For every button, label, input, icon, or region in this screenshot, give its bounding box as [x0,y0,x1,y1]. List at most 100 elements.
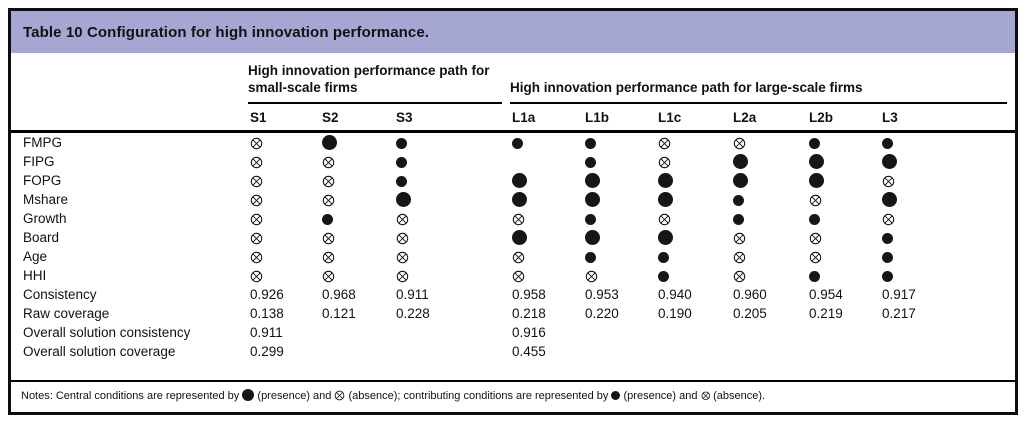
value-cell: 0.911 [396,287,429,302]
column-header-row: S1 S2 S3 L1a L1b L1c L2a L2b L3 [11,104,1015,133]
symbol-cell [807,132,880,153]
condition-row-fopg: FOPG [11,171,1015,190]
symbol-cell [583,152,656,171]
central-presence-icon [658,173,673,188]
value-cell [583,323,656,342]
contributing-absence-icon [512,251,525,264]
contributing-absence-icon [733,270,746,283]
group-header-large-scale: High innovation performance path for lar… [510,59,1015,104]
value-cell: 0.953 [585,287,619,302]
value-cell: 0.954 [809,287,843,302]
group-header-large-scale-label: High innovation performance path for lar… [510,80,863,96]
contributing-absence-icon [396,213,409,226]
symbol-cell [248,228,320,247]
column-header-l1b: L1b [583,104,656,133]
value-cell [656,342,731,361]
row-label: Overall solution consistency [23,325,191,340]
symbol-cell [807,266,880,285]
symbol-cell [656,247,731,266]
title-band: Table 10 Configuration for high innovati… [11,11,1015,53]
value-cell: 0.299 [250,344,284,359]
value-cell [320,342,394,361]
contributing-presence-icon [882,138,893,149]
symbol-cell [248,152,320,171]
symbol-cell [248,266,320,285]
value-cell [880,342,1015,361]
value-cell: 0.917 [882,287,916,302]
central-presence-icon [512,192,527,207]
symbol-cell [656,228,731,247]
symbol-cell [510,228,583,247]
contributing-absence-icon [322,270,335,283]
contributing-absence-icon [250,251,263,264]
contributing-presence-icon [733,214,744,225]
value-cell: 0.455 [512,344,546,359]
contributing-absence-icon [701,391,711,401]
symbol-cell [583,266,656,285]
contributing-presence-icon [658,252,669,263]
symbol-cell [731,247,807,266]
value-cell: 0.960 [733,287,767,302]
symbol-cell [807,190,880,209]
central-presence-icon [585,173,600,188]
symbol-cell [248,247,320,266]
notes-text: (presence) and [620,389,701,402]
symbol-cell [731,152,807,171]
metric-row: Consistency 0.926 0.968 0.911 0.958 0.953 0.94… [11,285,1015,304]
symbol-cell [880,171,1015,190]
contributing-absence-icon [250,213,263,226]
contributing-absence-icon [658,137,671,150]
central-presence-icon [242,388,255,401]
contributing-presence-icon [585,214,596,225]
symbol-cell [248,171,320,190]
notes-text: (presence) and [254,389,335,402]
value-cell: 0.138 [250,306,284,321]
column-header-s3: S3 [394,104,510,133]
value-cell: 0.121 [322,306,356,321]
contributing-absence-icon [396,270,409,283]
contributing-presence-icon [396,157,407,168]
symbol-cell [880,152,1015,171]
central-presence-icon [585,192,600,207]
contributing-absence-icon [733,137,746,150]
contributing-absence-icon [585,270,598,283]
central-presence-icon [733,173,748,188]
contributing-absence-icon [396,232,409,245]
value-cell: 0.219 [809,306,843,321]
value-cell [394,323,510,342]
symbol-cell [320,209,394,228]
central-presence-icon [882,192,897,207]
symbol-cell [394,171,510,190]
symbol-cell [656,209,731,228]
symbol-cell [656,190,731,209]
contributing-presence-icon [585,252,596,263]
contributing-presence-icon [809,138,820,149]
symbol-cell [807,247,880,266]
symbol-cell [320,247,394,266]
notes: Notes: Central conditions are represente… [11,379,1015,412]
value-cell [583,342,656,361]
row-label: Board [23,230,60,245]
contributing-absence-icon [658,213,671,226]
contributing-presence-icon [882,233,893,244]
symbol-cell [510,209,583,228]
symbol-cell [394,152,510,171]
symbol-cell [583,132,656,153]
contributing-presence-icon [809,271,820,282]
notes-text: (absence). [710,389,766,402]
value-cell: 0.190 [658,306,692,321]
symbol-cell [583,209,656,228]
column-header-l2b: L2b [807,104,880,133]
contributing-absence-icon [658,156,671,169]
row-label: Growth [23,211,67,226]
contributing-presence-icon [809,214,820,225]
value-cell [731,342,807,361]
value-cell [807,323,880,342]
paper-table-frame: Table 10 Configuration for high innovati… [8,8,1018,415]
contributing-absence-icon [250,194,263,207]
symbol-cell [880,190,1015,209]
row-label: Age [23,249,48,264]
symbol-cell [320,132,394,153]
row-label: Raw coverage [23,306,110,321]
row-label: Consistency [23,287,97,302]
